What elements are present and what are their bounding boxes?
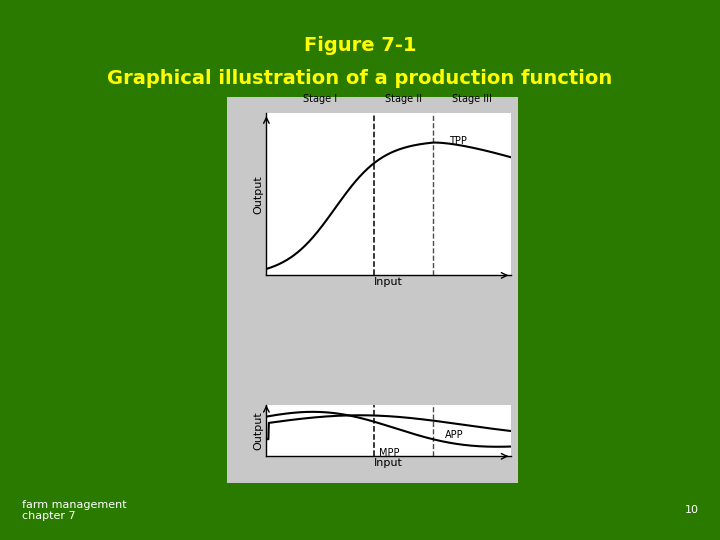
Text: Stage III: Stage III <box>452 93 492 104</box>
Y-axis label: Output: Output <box>253 411 264 450</box>
X-axis label: Input: Input <box>374 277 403 287</box>
Text: 10: 10 <box>685 505 698 515</box>
Y-axis label: Output: Output <box>253 175 264 214</box>
Text: farm management
chapter 7: farm management chapter 7 <box>22 500 126 521</box>
Text: APP: APP <box>445 430 464 440</box>
Text: Figure 7-1: Figure 7-1 <box>304 36 416 56</box>
Text: Graphical illustration of a production function: Graphical illustration of a production f… <box>107 69 613 88</box>
X-axis label: Input: Input <box>374 458 403 468</box>
Text: Stage II: Stage II <box>385 93 422 104</box>
Text: MPP: MPP <box>379 448 400 457</box>
Text: TPP: TPP <box>449 136 467 146</box>
Text: Stage I: Stage I <box>303 93 337 104</box>
